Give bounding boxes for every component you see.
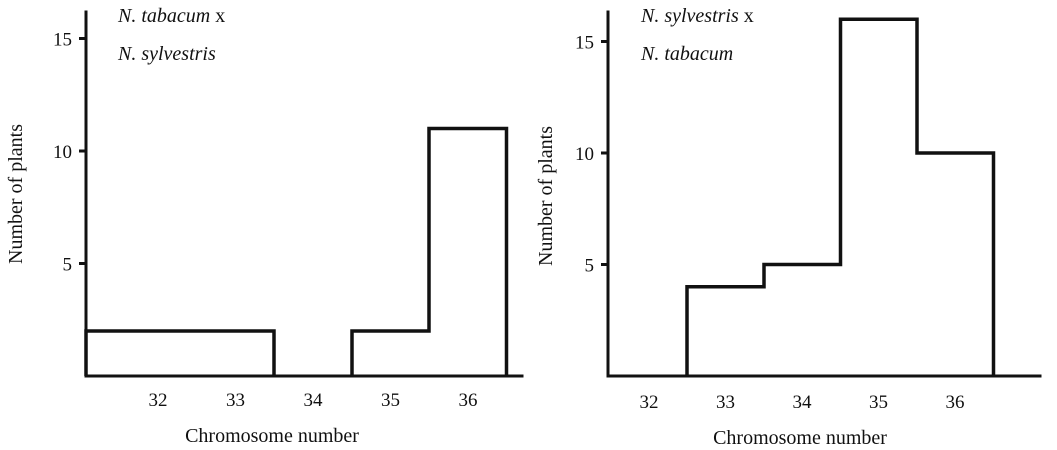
- left-y-tick-label: 10: [53, 142, 72, 163]
- right-x-tick-labels: 32 33 34 35 36: [640, 392, 965, 413]
- right-y-axis-label: Number of plants: [535, 126, 557, 266]
- right-x-tick-label: 33: [716, 392, 735, 413]
- right-y-ticks: 5 10 15: [575, 33, 608, 277]
- right-histogram-bars: [685, 17, 996, 376]
- right-title-species-a: N. sylvestris: [640, 5, 739, 27]
- left-x-axis-label: Chromosome number: [185, 425, 359, 447]
- right-y-tick-label: 15: [575, 33, 594, 54]
- right-panel-title-line1: N. sylvestris x: [640, 5, 754, 27]
- left-y-ticks: 5 10 15: [53, 30, 86, 276]
- left-panel-title-line1: N. tabacum x: [117, 5, 225, 27]
- right-histogram-panel: 5 10 15 32 33 34 35 36 Number of plants Chromo…: [535, 5, 1042, 449]
- right-y-tick-label: 5: [585, 256, 595, 277]
- left-histogram-outline: [350, 126, 509, 376]
- right-title-cross-symbol: x: [739, 5, 754, 27]
- right-x-tick-label: 34: [793, 392, 813, 413]
- left-title-species-a: N. tabacum: [117, 5, 210, 27]
- left-x-tick-label: 34: [304, 390, 324, 411]
- left-x-tick-label: 35: [381, 390, 400, 411]
- left-x-tick-labels: 32 33 34 35 36: [149, 390, 478, 411]
- left-title-cross-symbol: x: [210, 5, 225, 27]
- left-x-tick-label: 36: [459, 390, 478, 411]
- right-x-tick-label: 32: [640, 392, 659, 413]
- left-y-axis-label: Number of plants: [5, 124, 27, 264]
- left-x-tick-label: 33: [226, 390, 245, 411]
- left-histogram-panel: 5 10 15 32 33 34 35 36 Number of plants Chromo…: [5, 5, 524, 447]
- right-x-tick-label: 35: [869, 392, 888, 413]
- left-histogram-outline: [84, 329, 276, 376]
- left-y-tick-label: 5: [63, 255, 73, 276]
- right-panel-title-line2: N. tabacum: [640, 43, 733, 65]
- left-panel-title-line2: N. sylvestris: [117, 43, 216, 65]
- right-y-tick-label: 10: [575, 144, 594, 165]
- left-y-tick-label: 15: [53, 30, 72, 51]
- left-x-tick-label: 32: [149, 390, 168, 411]
- left-histogram-bars: [84, 126, 509, 376]
- right-histogram-outline: [685, 17, 996, 376]
- right-x-tick-label: 36: [946, 392, 965, 413]
- right-x-axis-label: Chromosome number: [713, 427, 887, 449]
